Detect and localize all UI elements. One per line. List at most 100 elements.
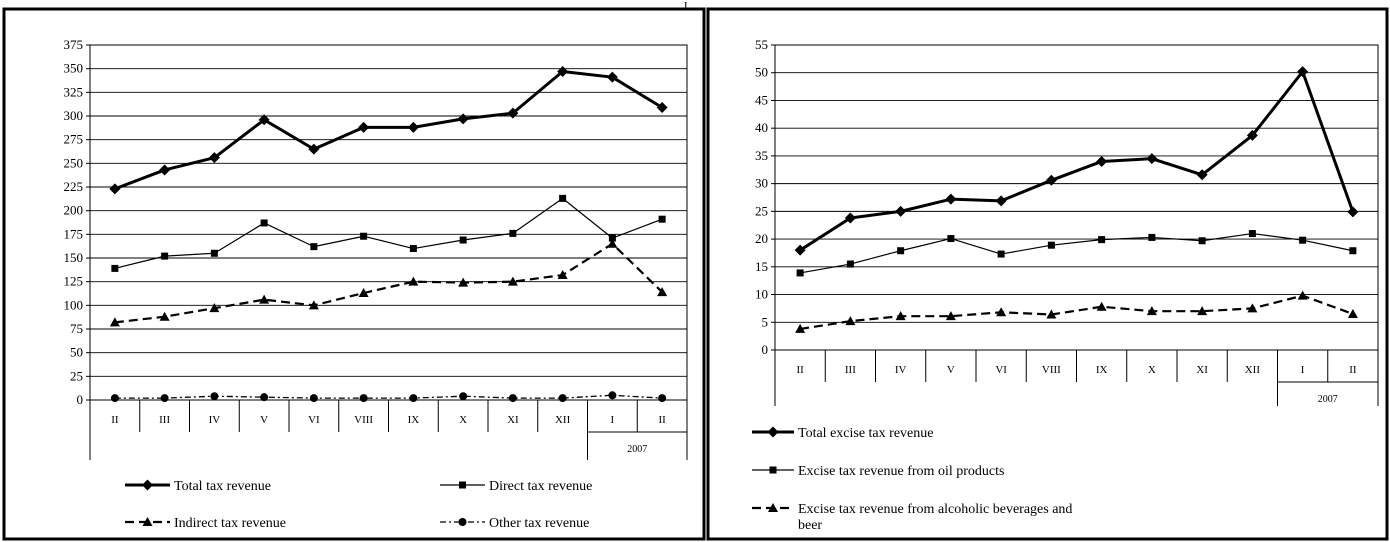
data-point <box>1297 66 1309 78</box>
year-label: 2007 <box>1318 394 1338 405</box>
x-tick-label: XII <box>555 414 571 426</box>
y-tick-label: 25 <box>70 368 83 383</box>
legend-label: Excise tax revenue from oil products <box>798 464 1004 479</box>
data-point <box>409 394 418 403</box>
x-tick-label: V <box>260 414 268 426</box>
y-tick-label: 300 <box>64 108 84 123</box>
plot-area <box>89 44 688 401</box>
y-tick-label: 75 <box>70 321 83 336</box>
y-tick-label: 45 <box>755 92 768 107</box>
data-point <box>795 323 806 333</box>
legend-marker-2 <box>768 503 778 512</box>
x-tick-label: XII <box>1245 364 1261 376</box>
legend-marker-2 <box>142 517 153 526</box>
x-tick-label: XI <box>1196 364 1208 376</box>
data-point <box>657 287 668 297</box>
y-tick-label: 50 <box>70 345 83 360</box>
data-point <box>1347 206 1359 218</box>
top-mark: J <box>683 0 688 12</box>
data-point <box>945 311 956 321</box>
data-point <box>358 288 369 298</box>
data-point <box>509 229 517 237</box>
data-point <box>1297 290 1308 300</box>
y-tick-label: 0 <box>77 392 84 407</box>
data-point <box>606 71 618 83</box>
data-point <box>997 250 1005 258</box>
data-point <box>507 276 518 286</box>
data-point <box>947 235 955 243</box>
data-point <box>1347 308 1358 318</box>
data-point <box>658 215 666 223</box>
data-point <box>159 311 170 321</box>
data-point <box>111 264 119 272</box>
data-point <box>608 234 616 242</box>
data-point <box>608 391 617 400</box>
series-line-3 <box>114 394 663 399</box>
data-point <box>1098 236 1106 244</box>
year-label: 2007 <box>627 444 647 455</box>
x-tick-label: I <box>611 414 615 426</box>
legend-label: Total tax revenue <box>174 479 271 494</box>
x-tick-label: II <box>796 364 804 376</box>
legend-marker-0 <box>767 426 779 438</box>
data-point <box>458 277 469 287</box>
data-point <box>895 311 906 321</box>
data-point <box>459 236 467 244</box>
x-tick-label: I <box>1301 364 1305 376</box>
data-point <box>1349 247 1357 255</box>
x-tick-label: V <box>947 364 955 376</box>
data-point <box>1198 237 1206 245</box>
data-point <box>260 219 268 227</box>
right-chart-border <box>706 7 1389 541</box>
data-point <box>210 249 218 257</box>
data-point <box>309 394 318 403</box>
data-point <box>160 394 169 403</box>
y-tick-label: 20 <box>755 231 768 246</box>
legend-label: Total excise tax revenue <box>798 426 933 441</box>
data-point <box>559 194 567 202</box>
series-line-1 <box>114 197 663 269</box>
x-tick-label: III <box>845 364 856 376</box>
legend-marker-0 <box>142 479 153 491</box>
series-line-2 <box>114 242 663 324</box>
data-point <box>945 193 957 205</box>
data-point <box>1047 241 1055 249</box>
data-point <box>794 244 806 256</box>
x-tick-label: VIII <box>354 414 373 426</box>
x-tick-label: XI <box>507 414 519 426</box>
data-point <box>796 269 804 277</box>
x-tick-label: II <box>1349 364 1357 376</box>
x-tick-label: IX <box>408 414 420 426</box>
data-point <box>1197 306 1208 316</box>
data-point <box>507 107 519 119</box>
data-point <box>308 300 319 310</box>
data-point <box>658 394 667 403</box>
data-point <box>1046 309 1057 319</box>
data-point <box>895 205 907 217</box>
data-point <box>260 393 269 402</box>
y-tick-label: 15 <box>755 259 768 274</box>
total-tax-revenue-chart: 0 25 50 75 100 125 150 175 200 225 250 275 300 325 350… <box>64 37 688 531</box>
x-tick-label: IX <box>1096 364 1108 376</box>
data-point <box>259 294 270 304</box>
data-point <box>607 238 618 248</box>
data-point <box>846 260 854 268</box>
x-tick-label: X <box>459 414 467 426</box>
data-point <box>109 183 121 195</box>
x-tick-label: VI <box>308 414 320 426</box>
series-line-1 <box>800 232 1353 274</box>
data-point <box>459 392 468 401</box>
y-tick-label: 200 <box>64 203 84 218</box>
data-point <box>1148 233 1156 241</box>
y-tick-label: 125 <box>64 274 84 289</box>
data-point <box>557 66 569 78</box>
data-point <box>1248 230 1256 238</box>
x-tick-label: IV <box>209 414 221 426</box>
y-tick-label: 375 <box>64 37 84 52</box>
data-point <box>358 121 370 133</box>
y-tick-label: 325 <box>64 84 84 99</box>
data-point <box>508 394 517 403</box>
legend-label: Excise tax revenue from alcoholic bevera… <box>798 502 1072 533</box>
data-point <box>897 247 905 255</box>
